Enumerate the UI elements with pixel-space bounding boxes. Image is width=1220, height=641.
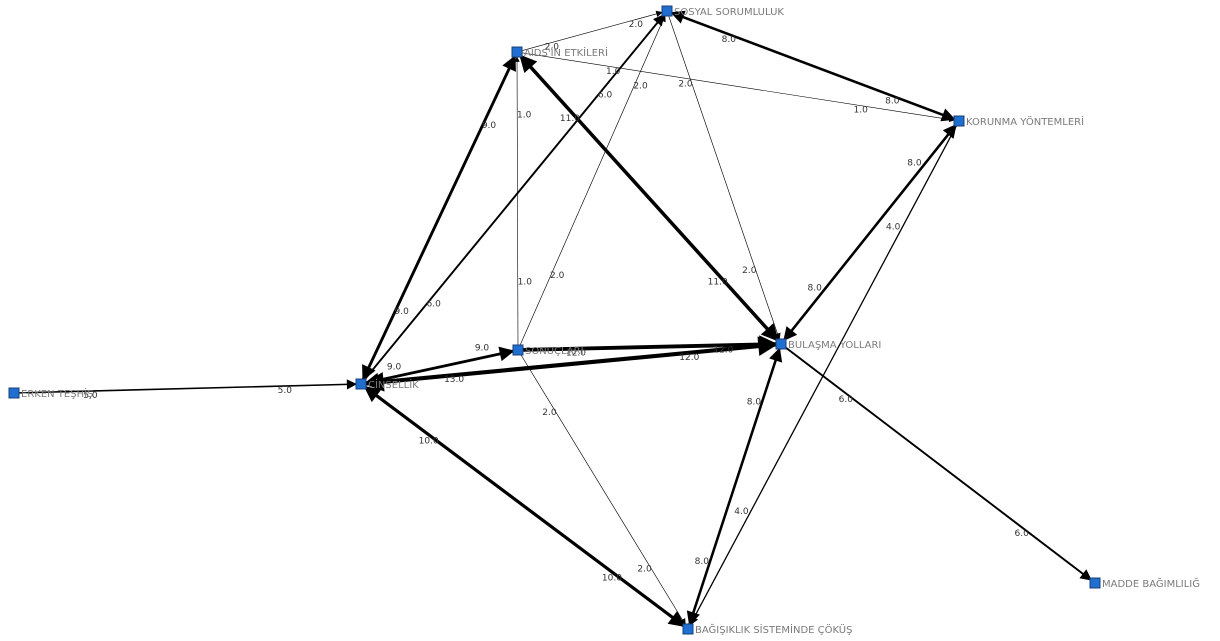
edge-sonuclari-sosyal — [519, 14, 666, 346]
edge-weight-label: 12.0 — [679, 353, 699, 363]
nodes-layer: ERKEN TEŞHİŞ CİNSELLİK SONUÇLARI AIDS'İN ET… — [8, 5, 1200, 636]
edge-weight-label: 8.0 — [695, 557, 710, 567]
edge-sonuclari-cinsellik — [364, 346, 515, 388]
node-square-icon[interactable] — [8, 387, 20, 399]
edge-weight-label: 1.0 — [854, 106, 869, 116]
node-madde[interactable]: MADDE BAĞIMLILIĞ — [1089, 577, 1200, 590]
node-korunma[interactable]: KORUNMA YÖNTEMLERİ — [953, 115, 1084, 128]
node-square-icon[interactable] — [512, 344, 524, 356]
node-aids[interactable]: AIDS'İN ETKİLERİ — [511, 46, 608, 59]
edge-korunma-bagisiklik — [689, 125, 958, 626]
node-label: SONUÇLARI — [525, 346, 584, 357]
edge-weight-label: 11.0 — [708, 278, 728, 288]
edge-weight-label: 1.0 — [517, 111, 532, 121]
edge-weight-label: 11.0 — [560, 114, 580, 124]
edge-weight-label: 10.0 — [602, 574, 622, 584]
edge-weight-label: 2.0 — [542, 408, 557, 418]
edge-weight-label: 9.0 — [395, 307, 410, 317]
edge-weight-label: 2.0 — [550, 271, 565, 281]
edge-weight-label: 8.0 — [808, 284, 823, 294]
node-label: KORUNMA YÖNTEMLERİ — [966, 115, 1084, 128]
edge-weight-label: 1.0 — [518, 277, 533, 287]
edge-weight-label: 6.0 — [1015, 529, 1030, 539]
edge-weight-label: 9.0 — [475, 344, 490, 354]
edge-weight-label: 2.0 — [633, 81, 648, 91]
edge-weight-label: 2.0 — [678, 80, 693, 90]
edge-weight-label: 13.0 — [444, 375, 464, 385]
edges-layer — [18, 10, 1092, 628]
edge-weight-label: 2.0 — [545, 43, 560, 53]
node-sonuclari[interactable]: SONUÇLARI — [512, 344, 584, 357]
edge-weight-label: 9.0 — [482, 121, 497, 131]
edge-weight-label: 2.0 — [629, 20, 644, 30]
node-square-icon[interactable] — [953, 115, 965, 127]
edge-weight-label: 8.0 — [747, 398, 762, 408]
node-cinsellik[interactable]: CİNSELLİK — [355, 378, 419, 391]
edge-weight-label: 12.0 — [713, 345, 733, 355]
edge-weight-label: 2.0 — [742, 266, 757, 276]
edge-weight-label: 6.0 — [598, 91, 613, 101]
node-label: SOSYAL SORUMLULUK — [674, 7, 784, 18]
node-bagisiklik[interactable]: BAĞIŞIKLIK SİSTEMİNDE ÇÖKÜŞ — [682, 623, 852, 636]
edge-labels-layer: 5.0 5.0 9.0 9.0 6.0 6.0 10.0 10.0 13.0 12.0 9.0 9.0… — [83, 20, 1029, 584]
edge-weight-label: 8.0 — [722, 35, 737, 45]
node-label: CİNSELLİK — [368, 378, 419, 391]
node-label: AIDS'İN ETKİLERİ — [524, 46, 608, 59]
edge-bulasma-madde — [784, 346, 1092, 581]
edge-weight-label: 2.0 — [637, 564, 652, 574]
edge-cinsellik-bagisiklik — [363, 385, 686, 628]
edge-aids-sosyal — [521, 10, 663, 51]
edge-bulasma-bagisiklik — [686, 347, 783, 626]
edge-weight-label: 5.0 — [83, 391, 98, 401]
edge-sonuclari-aids — [514, 56, 520, 346]
edge-weight-label: 6.0 — [839, 395, 854, 405]
node-square-icon[interactable] — [1089, 577, 1101, 589]
edge-weight-label: 10.0 — [419, 437, 439, 447]
edge-sosyal-bulasma — [668, 15, 781, 340]
node-square-icon[interactable] — [355, 378, 367, 390]
edge-weight-label: 8.0 — [907, 159, 922, 169]
edge-erken-cinsellik — [18, 379, 358, 394]
node-label: MADDE BAĞIMLILIĞ — [1102, 577, 1200, 590]
edge-weight-label: 12.0 — [566, 349, 586, 359]
node-square-icon[interactable] — [682, 623, 694, 635]
node-sosyal[interactable]: SOSYAL SORUMLULUK — [661, 5, 784, 18]
edge-weight-label: 6.0 — [427, 299, 442, 309]
node-square-icon[interactable] — [775, 338, 787, 350]
node-label: BULAŞMA YOLLARI — [788, 340, 881, 351]
node-label: ERKEN TEŞHİŞ — [21, 387, 93, 400]
edge-aids-bulasma — [519, 54, 779, 342]
edge-korunma-bulasma — [783, 123, 957, 342]
node-square-icon[interactable] — [511, 46, 523, 58]
node-label: BAĞIŞIKLIK SİSTEMİNDE ÇÖKÜŞ — [695, 623, 852, 636]
edge-weight-label: 4.0 — [734, 507, 749, 517]
edge-weight-label: 5.0 — [278, 386, 293, 396]
node-bulasma[interactable]: BULAŞMA YOLLARI — [775, 338, 881, 351]
node-square-icon[interactable] — [661, 5, 673, 17]
edge-sosyal-korunma — [670, 10, 956, 122]
edge-cinsellik-aids — [361, 55, 517, 381]
edge-weight-label: 1.0 — [606, 67, 621, 77]
edge-weight-label: 8.0 — [885, 96, 900, 106]
edge-sonuclari-bagisiklik — [520, 354, 686, 626]
edge-weight-label: 9.0 — [387, 363, 402, 373]
node-erken[interactable]: ERKEN TEŞHİŞ — [8, 387, 93, 400]
edge-weight-label: 4.0 — [886, 223, 901, 233]
edge-sonuclari-bulasma — [522, 335, 778, 354]
